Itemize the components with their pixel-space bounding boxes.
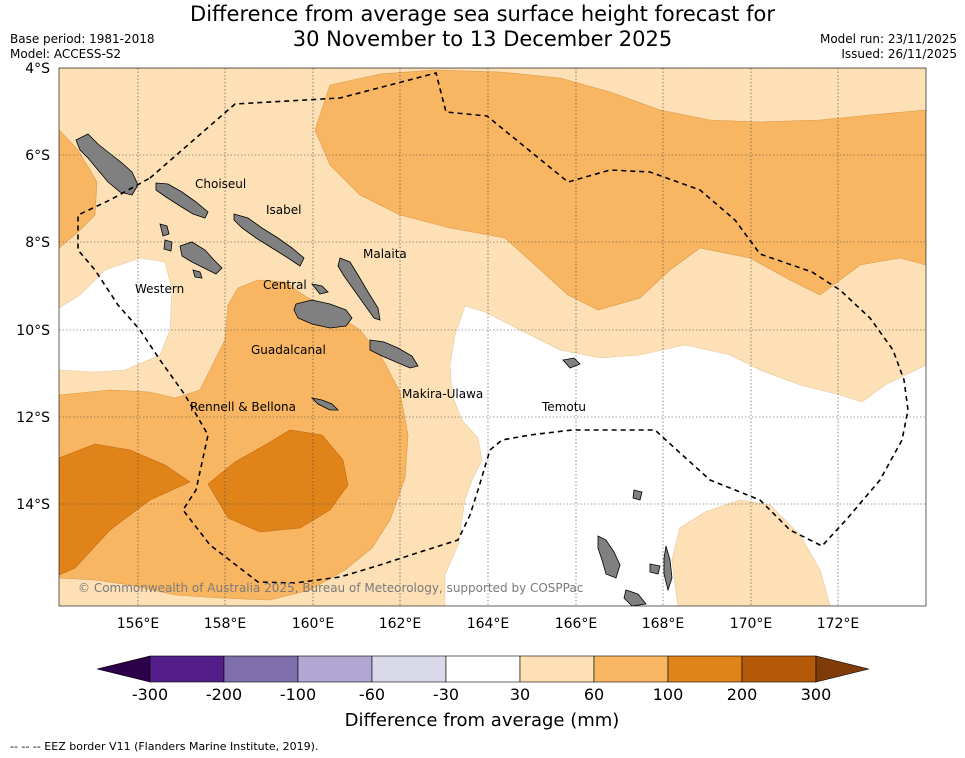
graticule — [59, 68, 926, 606]
lon-label: 172°E — [817, 616, 860, 632]
colorbar-swatch — [371, 655, 447, 683]
island-kolombangara — [163, 239, 173, 252]
island-new-georgia — [179, 241, 223, 275]
lat-label: 8°S — [25, 235, 50, 251]
band-near-average-west — [59, 257, 173, 373]
colorbar-swatch — [667, 655, 743, 683]
colorbar-tick: -100 — [280, 685, 316, 704]
band-100-200 — [59, 443, 191, 576]
island-bougainville — [75, 133, 139, 196]
base-period: Base period: 1981-2018 — [10, 32, 155, 46]
lon-label: 158°E — [204, 616, 247, 632]
place-label-choiseul: Choiseul — [195, 177, 246, 191]
map-frame — [58, 67, 927, 607]
lon-label: 164°E — [467, 616, 510, 632]
lon-label: 166°E — [555, 616, 598, 632]
chart-title: Difference from average sea surface heig… — [0, 2, 965, 52]
eez-legend-note: -- -- -- EEZ border V11 (Flanders Marine… — [10, 740, 319, 753]
place-label-rennell-bellona: Rennell & Bellona — [190, 400, 296, 414]
place-label-central: Central — [263, 278, 307, 292]
lon-label: 168°E — [642, 616, 685, 632]
island-maewo — [663, 545, 673, 592]
colorbar-label: Difference from average (mm) — [345, 710, 620, 731]
place-label-western: Western — [135, 282, 184, 296]
colorbar-swatch — [297, 655, 373, 683]
island-malaita — [337, 257, 381, 321]
colorbar-swatch — [741, 655, 817, 683]
colorbar-tick: -200 — [206, 685, 242, 704]
colorbar-tick: 100 — [653, 685, 684, 704]
model-run: Model run: 23/11/2025 — [819, 32, 957, 46]
island-isabel — [233, 213, 305, 267]
colorbar-tick: 300 — [801, 685, 832, 704]
colorbar-extend-high — [815, 655, 870, 683]
sea-level-map — [59, 68, 926, 606]
lat-label: 6°S — [25, 148, 50, 164]
longitude-axis: 156°E 158°E 160°E 162°E 164°E 166°E 168°… — [117, 616, 860, 632]
title-line-2: 30 November to 13 December 2025 — [292, 27, 673, 51]
base-info: Base period: 1981-2018 Model: ACCESS-S2 — [10, 32, 155, 62]
model-name: Model: ACCESS-S2 — [10, 47, 122, 61]
island-rendova — [192, 269, 203, 279]
island-santa-cruz — [562, 357, 581, 369]
band-60-100-west — [59, 129, 98, 249]
place-label-makira-ulawa: Makira-Ulawa — [402, 387, 483, 401]
colorbar-swatch — [519, 655, 595, 683]
island-choiseul — [155, 182, 209, 219]
island-florida — [311, 283, 329, 295]
island-rennell — [310, 397, 339, 411]
copyright-notice: © Commonwealth of Australia 2025, Bureau… — [78, 581, 583, 595]
band-60-100-south — [59, 279, 409, 601]
colorbar-ticks: -300 -200 -100 -60 -30 30 60 100 200 300 — [132, 685, 831, 704]
lon-label: 162°E — [379, 616, 422, 632]
island-espiritu-santo — [597, 535, 621, 579]
colorbar-tick: -60 — [359, 685, 385, 704]
place-labels: Choiseul Isabel Malaita Western Central … — [135, 177, 586, 414]
colorbar-tick: 30 — [510, 685, 530, 704]
island-vanua-lava — [632, 489, 643, 501]
lon-label: 160°E — [292, 616, 335, 632]
band-60-100-north — [314, 69, 926, 311]
colorbar-tick: 60 — [584, 685, 604, 704]
place-label-temotu: Temotu — [541, 400, 586, 414]
colorbar — [96, 655, 870, 683]
eez-border — [77, 72, 909, 584]
colorbar-swatch — [149, 655, 225, 683]
lon-label: 170°E — [730, 616, 773, 632]
colorbar-swatch — [223, 655, 299, 683]
island-pentecost — [649, 563, 661, 575]
lat-label: 12°S — [16, 410, 50, 426]
island-makira — [369, 339, 419, 369]
island-malekula — [623, 589, 647, 606]
place-label-malaita: Malaita — [363, 247, 407, 261]
island-vella-lavella — [159, 223, 170, 237]
band-60-100-southeast — [671, 499, 831, 606]
title-line-1: Difference from average sea surface heig… — [190, 2, 775, 26]
colorbar-swatch — [445, 655, 521, 683]
place-label-isabel: Isabel — [266, 203, 301, 217]
colorbar-extend-low — [96, 655, 151, 683]
lat-label: 4°S — [25, 61, 50, 77]
lat-label: 10°S — [16, 323, 50, 339]
lat-label: 14°S — [16, 497, 50, 513]
lon-label: 156°E — [117, 616, 160, 632]
islands — [75, 133, 673, 606]
latitude-axis: 4°S 6°S 8°S 10°S 12°S 14°S — [16, 61, 50, 513]
run-info: Model run: 23/11/2025 Issued: 26/11/2025 — [820, 32, 957, 62]
colorbar-swatch — [593, 655, 669, 683]
colorbar-tick: -300 — [132, 685, 168, 704]
island-guadalcanal — [293, 299, 353, 329]
colorbar-tick: -30 — [433, 685, 459, 704]
colorbar-tick: 200 — [727, 685, 758, 704]
issued-date: Issued: 26/11/2025 — [841, 47, 957, 61]
place-label-guadalcanal: Guadalcanal — [251, 343, 326, 357]
